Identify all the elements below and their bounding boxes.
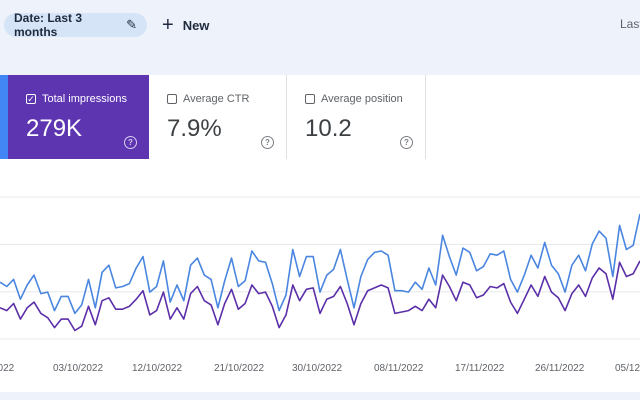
help-icon[interactable]: ?: [261, 136, 274, 149]
metric-card-average-position[interactable]: Average position 10.2 ?: [287, 75, 426, 159]
performance-chart: 2022 03/10/2022 12/10/2022 21/10/2022 30/10/…: [0, 159, 640, 400]
x-tick-label: 21/10/2022: [214, 363, 264, 374]
top-toolbar: Date: Last 3 months ✎ + New Last: [0, 0, 640, 52]
metric-label: Total impressions: [42, 93, 127, 105]
new-filter-label: New: [182, 17, 210, 33]
checkbox-icon[interactable]: [167, 94, 177, 104]
new-filter-button[interactable]: + New: [162, 13, 209, 37]
x-tick-label: 08/11/2022: [374, 363, 424, 374]
metric-card-average-ctr[interactable]: Average CTR 7.9% ?: [149, 75, 287, 159]
series-line: [0, 260, 640, 332]
metric-card-total-impressions[interactable]: ✓ Total impressions 279K ?: [0, 75, 149, 159]
x-tick-label: 03/10/2022: [53, 363, 103, 374]
date-filter-label: Date: Last 3 months: [14, 11, 83, 39]
metric-label: Average CTR: [183, 93, 250, 105]
x-tick-label: 26/11/2022: [535, 363, 585, 374]
x-tick-label: 12/10/2022: [132, 363, 182, 374]
last-updated-text: Last: [620, 17, 640, 31]
help-icon[interactable]: ?: [124, 136, 137, 149]
x-tick-label: 2022: [0, 363, 15, 374]
x-tick-label: 30/10/2022: [292, 363, 342, 374]
metric-cards: ✓ Total impressions 279K ? Average CTR 7…: [0, 75, 640, 159]
bottom-strip: [0, 392, 640, 400]
metric-label: Average position: [321, 93, 403, 105]
help-icon[interactable]: ?: [400, 136, 413, 149]
metric-value: 7.9%: [167, 115, 222, 142]
x-tick-label: 17/11/2022: [455, 363, 505, 374]
metric-value: 10.2: [305, 115, 352, 142]
metric-value: 279K: [26, 115, 83, 142]
plus-icon: +: [162, 14, 174, 36]
performance-chart-svg: 2022 03/10/2022 12/10/2022 21/10/2022 30/10/…: [0, 196, 640, 374]
series-line: [0, 213, 640, 315]
pencil-icon: ✎: [126, 17, 137, 32]
checkbox-checked-icon[interactable]: ✓: [26, 93, 36, 104]
date-filter-chip[interactable]: Date: Last 3 months ✎: [4, 11, 147, 39]
x-tick-label: 05/12: [615, 363, 640, 374]
checkbox-icon[interactable]: [305, 94, 315, 104]
